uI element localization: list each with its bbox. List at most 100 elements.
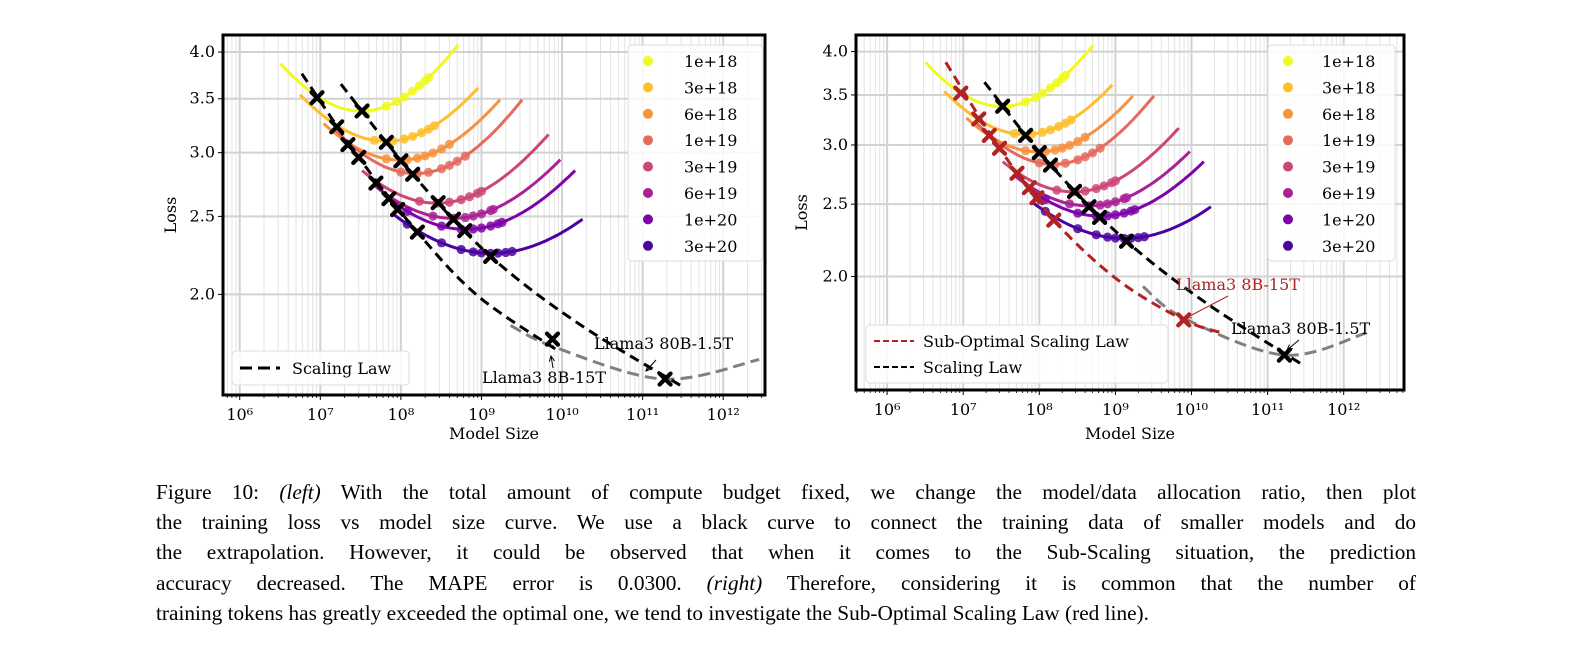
legend-marker-6e+18 <box>643 108 653 119</box>
x-marker <box>971 111 987 127</box>
x-tick-label: 10¹² <box>707 405 740 424</box>
budget-point-6e+18 <box>444 139 455 149</box>
x-marker <box>351 149 367 165</box>
legend-label: 1e+18 <box>1322 52 1375 71</box>
budget-point-1e+18 <box>1037 88 1048 98</box>
figure: 10⁶ 10⁷ 10⁸ 10⁹ 10¹⁰ 10¹¹ 10¹² 2.0 2.5 3.0 3.5 4.0 M… <box>161 33 1406 443</box>
x-tick-label: 10⁶ <box>226 405 253 424</box>
budget-point-3e+20 <box>1103 232 1113 242</box>
legend-marker-3e+18 <box>1283 82 1293 93</box>
x-marker <box>483 248 499 264</box>
budget-point-6e+19 <box>488 204 498 215</box>
x-marker <box>1042 157 1059 173</box>
y-tick-label: 3.5 <box>190 89 215 108</box>
caption-line: Figure 10: (left) With the total amount … <box>156 477 1416 507</box>
caption-text: accuracy decreased. The MAPE error is 0.… <box>156 570 707 595</box>
budget-point-3e+20 <box>1073 224 1083 234</box>
budget-point-6e+18 <box>381 154 391 164</box>
x-marker <box>1029 190 1045 206</box>
budget-point-6e+18 <box>412 153 422 163</box>
budget-point-1e+18 <box>408 86 418 96</box>
extrapolation-curve <box>509 324 760 381</box>
x-tick-label: 10⁷ <box>950 400 977 419</box>
budget-point-6e+19 <box>460 212 470 223</box>
annotation-label: Llama3 80B-1.5T <box>594 334 734 353</box>
legend-box <box>865 324 1169 384</box>
legend-label: 1e+19 <box>1322 131 1375 150</box>
budget-point-1e+20 <box>476 223 487 233</box>
x-marker <box>1066 183 1083 200</box>
legend-label: 3e+18 <box>684 78 737 97</box>
plot-frame <box>854 33 1406 392</box>
x-marker <box>329 119 345 135</box>
budget-point-6e+18 <box>436 144 447 154</box>
x-tick-label: 10⁸ <box>388 405 415 424</box>
budget-point-3e+18 <box>416 128 427 138</box>
x-marker <box>991 140 1008 156</box>
budget-point-6e+18 <box>428 148 438 158</box>
x-axis-label: Model Size <box>1085 424 1175 443</box>
legend-marker-1e+20 <box>643 214 653 225</box>
line-legend: Scaling Law <box>231 350 410 386</box>
legend-label: 6e+19 <box>684 184 737 203</box>
legend-label: Scaling Law <box>292 359 391 378</box>
legend-marker-1e+19 <box>1283 135 1293 146</box>
x-marker <box>1031 145 1047 161</box>
x-tick-label: 10¹¹ <box>626 405 659 424</box>
budget-point-3e+20 <box>507 246 517 257</box>
x-marker <box>430 195 446 211</box>
x-marker <box>1276 347 1292 363</box>
x-marker <box>409 224 425 240</box>
x-marker <box>981 127 997 143</box>
budget-point-1e+20 <box>1073 208 1083 218</box>
budget-legend: 1e+18 3e+18 6e+18 1e+19 3e+19 6e+19 1e+20 3e+20 <box>627 44 764 262</box>
budget-point-1e+19 <box>460 151 470 161</box>
budget-curve-3e+18 <box>298 86 480 143</box>
budget-point-6e+19 <box>1110 197 1121 207</box>
budget-point-3e+20 <box>468 247 478 257</box>
budget-point-1e+20 <box>402 206 412 216</box>
budget-point-1e+20 <box>1110 210 1121 220</box>
annotation-arrow <box>645 359 657 372</box>
budget-point-1e+19 <box>1073 155 1083 165</box>
x-marker <box>405 166 421 182</box>
extrapolation-curve <box>1141 285 1367 357</box>
budget-point-3e+18 <box>1037 127 1048 137</box>
y-tick-label: 2.0 <box>190 284 215 303</box>
legend-marker-1e+18 <box>1283 56 1293 66</box>
arrow-head-icon <box>1184 312 1193 319</box>
y-tick-label: 4.0 <box>823 42 848 61</box>
y-tick-label: 3.0 <box>823 135 848 154</box>
legend-marker-3e+20 <box>1283 240 1293 251</box>
budget-point-3e+18 <box>1009 128 1019 139</box>
budget-point-3e+18 <box>429 121 439 131</box>
budget-point-3e+19 <box>1052 185 1062 195</box>
x-marker <box>1092 209 1108 225</box>
x-marker <box>657 371 673 387</box>
caption-italic-left: (left) <box>279 480 321 504</box>
budget-point-1e+18 <box>1060 70 1070 80</box>
budget-point-1e+19 <box>452 156 462 166</box>
budget-point-3e+20 <box>436 238 447 248</box>
legend-label: 1e+18 <box>684 52 737 71</box>
x-tick-label: 10¹² <box>1327 400 1360 419</box>
budget-point-1e+20 <box>497 217 507 227</box>
budget-curve-3e+18 <box>943 83 1114 136</box>
y-tick-label: 2.0 <box>823 267 848 286</box>
budget-point-3e+20 <box>1139 232 1149 242</box>
budget-point-1e+19 <box>423 167 434 177</box>
plot-frame <box>221 33 767 397</box>
caption-line: the extrapolation. However, it could be … <box>156 540 1416 565</box>
legend-marker-1e+20 <box>1283 214 1293 225</box>
caption-line: training tokens has greatly exceeded the… <box>156 600 1149 625</box>
arrow-head-icon <box>645 365 652 372</box>
legend-label: 3e+19 <box>1322 158 1375 177</box>
x-tick-label: 10¹¹ <box>1251 400 1284 419</box>
x-marker <box>389 201 406 218</box>
legend-label: 3e+18 <box>1322 78 1375 97</box>
budget-point-3e+20 <box>1091 230 1101 240</box>
budget-point-1e+18 <box>381 101 391 111</box>
x-tick-label: 10¹⁰ <box>545 405 578 424</box>
budget-point-3e+18 <box>1045 125 1056 135</box>
caption-italic-right: (right) <box>706 570 763 595</box>
